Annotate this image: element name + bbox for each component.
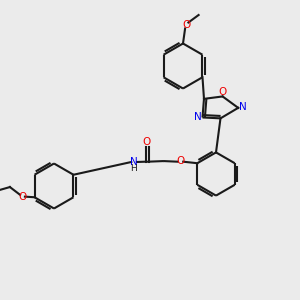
Text: N: N (130, 157, 138, 167)
Text: H: H (130, 164, 137, 172)
Text: N: N (194, 112, 202, 122)
Text: O: O (182, 20, 191, 31)
Text: N: N (238, 102, 246, 112)
Text: O: O (18, 192, 27, 202)
Text: O: O (142, 137, 151, 147)
Text: O: O (218, 87, 227, 97)
Text: O: O (177, 156, 185, 166)
